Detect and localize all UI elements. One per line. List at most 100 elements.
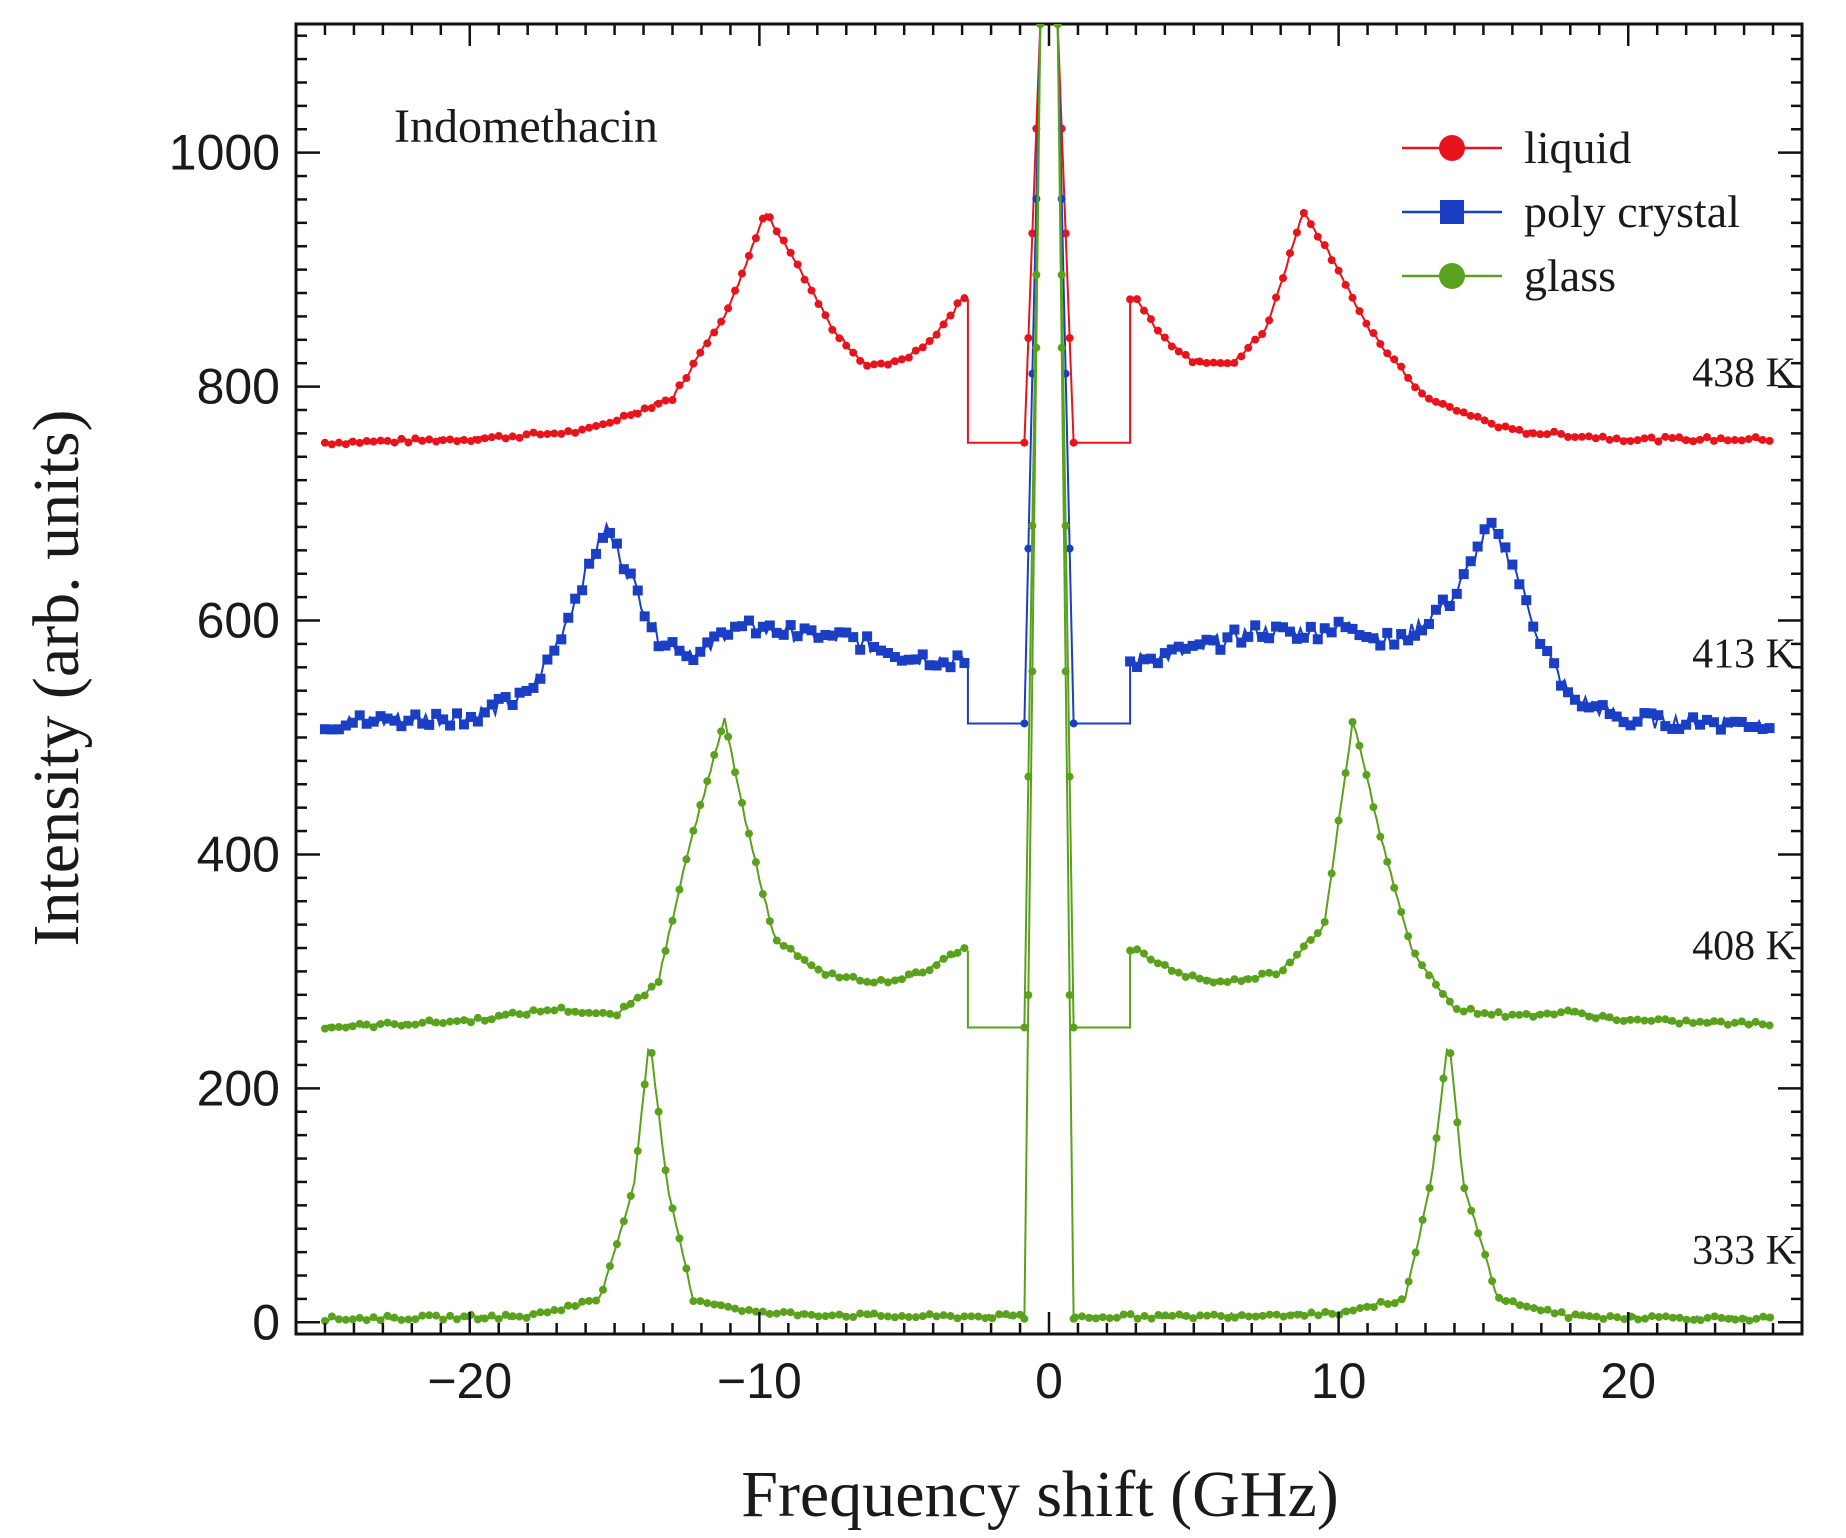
sample-label: Indomethacin	[394, 100, 658, 153]
data-point	[750, 628, 761, 639]
data-point	[362, 1020, 371, 1029]
data-point	[903, 654, 914, 665]
data-point	[1550, 1309, 1559, 1318]
data-point	[1125, 656, 1136, 667]
data-point	[1502, 1297, 1511, 1306]
data-point	[1577, 432, 1586, 441]
data-point	[578, 425, 587, 434]
data-point	[1223, 1313, 1232, 1322]
data-point	[772, 227, 781, 236]
data-point	[327, 1023, 336, 1032]
data-point	[1175, 1310, 1184, 1319]
data-point	[1764, 723, 1775, 734]
data-point	[625, 568, 636, 579]
data-point	[793, 1311, 802, 1320]
data-point	[1738, 1314, 1747, 1323]
data-point	[578, 1297, 587, 1306]
data-point	[432, 1018, 441, 1027]
data-point	[939, 1311, 948, 1320]
data-point	[1424, 971, 1433, 980]
data-point	[1065, 991, 1074, 1000]
data-point	[724, 732, 733, 741]
data-point	[355, 1019, 364, 1028]
data-point	[1458, 569, 1469, 580]
data-point	[882, 647, 893, 658]
data-point	[856, 1309, 865, 1318]
data-point	[1439, 1074, 1448, 1083]
data-point	[1549, 658, 1560, 669]
data-point	[1167, 342, 1176, 351]
data-point	[1243, 631, 1254, 642]
data-point	[1430, 604, 1441, 615]
data-point	[1521, 595, 1532, 606]
data-point	[1237, 977, 1246, 986]
data-point	[917, 649, 928, 660]
data-point	[786, 1308, 795, 1317]
data-point	[1467, 1206, 1476, 1215]
data-point	[570, 593, 581, 604]
data-point	[1355, 741, 1364, 750]
data-point	[334, 1022, 343, 1031]
data-point	[1479, 524, 1490, 535]
data-point	[653, 641, 664, 652]
data-point	[1152, 658, 1163, 669]
data-point	[1306, 935, 1315, 944]
data-point	[1703, 1018, 1712, 1027]
data-point	[675, 885, 684, 894]
data-point	[939, 954, 948, 963]
data-point	[703, 339, 712, 348]
data-point	[682, 1264, 691, 1273]
data-point	[598, 1285, 607, 1294]
data-point	[667, 637, 678, 648]
data-point	[1453, 1118, 1462, 1127]
data-point	[1703, 433, 1712, 442]
data-point	[1258, 1311, 1267, 1320]
data-point	[619, 411, 628, 420]
data-point	[1285, 958, 1294, 967]
data-point	[1459, 1007, 1468, 1016]
data-point	[1348, 717, 1357, 726]
data-point	[925, 966, 934, 975]
data-point	[459, 436, 468, 445]
data-point	[473, 435, 482, 444]
data-point	[1542, 646, 1553, 657]
data-point	[1570, 433, 1579, 442]
data-point	[1020, 438, 1029, 447]
data-point	[1445, 997, 1454, 1006]
data-point	[696, 348, 705, 357]
data-point	[960, 1312, 969, 1321]
data-point	[453, 1017, 462, 1026]
data-point	[522, 1010, 531, 1019]
data-point	[1522, 1009, 1531, 1018]
data-point	[946, 311, 955, 320]
data-point	[508, 1008, 517, 1017]
data-point	[1196, 1311, 1205, 1320]
data-point	[1460, 1184, 1469, 1193]
data-point	[362, 1316, 371, 1325]
data-point	[1695, 719, 1706, 730]
data-point	[910, 654, 921, 665]
data-point	[1444, 601, 1455, 612]
data-point	[1536, 1306, 1545, 1315]
data-point	[1626, 437, 1635, 446]
data-point	[1236, 637, 1247, 648]
data-point	[604, 527, 615, 538]
data-point	[557, 1003, 566, 1012]
data-point	[1069, 1023, 1078, 1032]
data-point	[1473, 1009, 1482, 1018]
data-point	[911, 346, 920, 355]
data-point	[348, 1022, 357, 1031]
data-point	[807, 961, 816, 970]
data-point	[507, 699, 518, 710]
data-point	[362, 436, 371, 445]
data-point	[765, 213, 774, 222]
data-point	[1257, 631, 1268, 642]
x-tick-label: 20	[1600, 1353, 1656, 1409]
data-point	[924, 660, 935, 671]
data-point	[446, 1017, 455, 1026]
data-point	[501, 1310, 510, 1319]
data-point	[1369, 329, 1378, 338]
data-point	[1376, 339, 1385, 348]
data-point	[1618, 717, 1629, 728]
data-point	[682, 374, 691, 383]
